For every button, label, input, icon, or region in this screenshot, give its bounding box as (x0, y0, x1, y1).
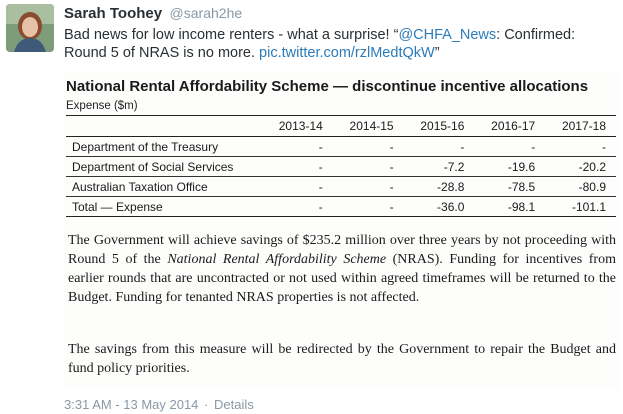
timestamp-link[interactable]: 3:31 AM - 13 May 2014 (64, 397, 199, 412)
table-cell: -28.8 (403, 176, 475, 197)
table-cell: -101.1 (545, 196, 616, 217)
scheme-name-italic: National Rental Affordability Scheme (167, 252, 387, 267)
table-cell: - (474, 136, 546, 157)
attached-image[interactable]: National Rental Affordability Scheme — d… (64, 72, 620, 390)
footer-separator: · (204, 397, 209, 412)
row-label: Department of Social Services (66, 156, 262, 177)
table-row: Department of Social Services - - -7.2 -… (66, 156, 616, 177)
tweet-text-end: ” (434, 45, 440, 61)
column-header: 2013-14 (262, 116, 333, 137)
table-header-row: 2013-14 2014-15 2015-16 2016-17 2017-18 (66, 116, 616, 137)
tweet-footer: 3:31 AM - 13 May 2014 · Details (64, 397, 254, 412)
table-cell: - (262, 176, 333, 197)
document-title: National Rental Affordability Scheme — d… (66, 78, 589, 95)
row-label: Department of the Treasury (66, 136, 262, 157)
tweet-text-middle: : Confirmed: Round 5 of NRAS is no more. (64, 27, 576, 61)
table-cell: - (262, 156, 333, 177)
table-cell: - (332, 196, 404, 217)
table-cell: - (332, 156, 404, 177)
table-cell: -36.0 (403, 196, 475, 217)
header-blank (66, 116, 262, 137)
table-cell: -20.2 (545, 156, 616, 177)
table-row: Department of the Treasury - - - - - (66, 136, 616, 157)
table-cell: - (332, 136, 404, 157)
column-header: 2016-17 (474, 116, 546, 137)
author-name[interactable]: Sarah Toohey (64, 5, 163, 22)
row-label: Australian Taxation Office (66, 176, 262, 197)
table-cell: -80.9 (545, 176, 616, 197)
table-cell: -78.5 (474, 176, 546, 197)
avatar-photo (6, 4, 54, 52)
budget-paragraph-2: The savings from this measure will be re… (68, 342, 616, 376)
table-cell: -19.6 (474, 156, 546, 177)
table-cell: - (332, 176, 404, 197)
tweet-text-start: Bad news for low income renters - what a… (64, 27, 399, 43)
row-label: Total — Expense (66, 196, 262, 217)
media-link[interactable]: pic.twitter.com/rzlMedtQkW (259, 45, 435, 61)
avatar[interactable] (6, 4, 54, 52)
table-cell: -98.1 (474, 196, 546, 217)
table-top-rule (66, 115, 616, 116)
paragraph-text: The Government will achieve savings of $… (68, 233, 616, 267)
mention-link[interactable]: @CHFA_News (398, 27, 497, 43)
expense-table: 2013-14 2014-15 2015-16 2016-17 2017-18 … (66, 116, 616, 217)
table-cell: - (262, 196, 333, 217)
tweet-header: Sarah Toohey @sarah2he (64, 5, 242, 23)
table-cell: - (545, 136, 616, 157)
tweet-text: Bad news for low income renters - what a… (64, 26, 616, 62)
table-cell: -7.2 (403, 156, 475, 177)
column-header: 2014-15 (332, 116, 404, 137)
expense-label: Expense ($m) (66, 100, 138, 112)
table-cell: - (262, 136, 333, 157)
table-cell: - (403, 136, 475, 157)
column-header: 2015-16 (403, 116, 475, 137)
author-handle[interactable]: @sarah2he (169, 5, 243, 21)
table-total-row: Total — Expense - - -36.0 -98.1 -101.1 (66, 196, 616, 217)
budget-paragraph-1: The Government will achieve savings of $… (68, 231, 616, 307)
details-link[interactable]: Details (214, 397, 254, 412)
paragraph-text: (NRAS). Funding for incentives from earl… (68, 252, 616, 305)
column-header: 2017-18 (545, 116, 616, 137)
table-row: Australian Taxation Office - - -28.8 -78… (66, 176, 616, 197)
